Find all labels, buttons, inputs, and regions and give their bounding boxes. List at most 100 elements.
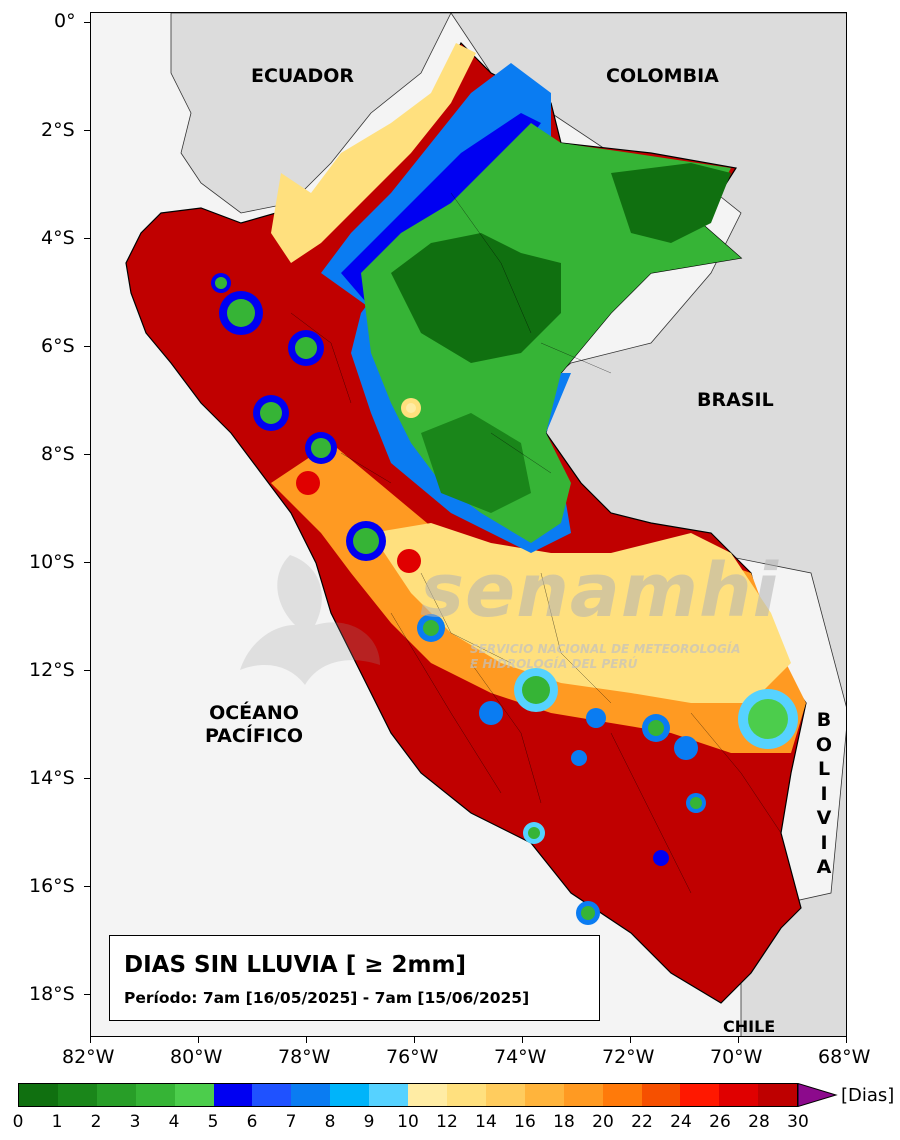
watermark-name: senamhi xyxy=(420,548,780,634)
zone-green-dark xyxy=(391,233,561,363)
land-north xyxy=(170,13,846,1036)
map-frame: ECUADOR COLOMBIA BRASIL CHILE OCÉANO PAC… xyxy=(90,12,847,1037)
colorbar-segment xyxy=(291,1084,331,1106)
lon-tick-mark xyxy=(414,1037,415,1043)
colorbar-segment xyxy=(485,1084,525,1106)
region-lines xyxy=(290,192,782,894)
lat-tick-mark xyxy=(84,778,90,779)
colorbar-segment xyxy=(602,1084,642,1106)
colorbar-tick: 18 xyxy=(553,1112,575,1132)
title-box: DIAS SIN LLUVIA [ ≥ 2mm] Período: 7am [1… xyxy=(109,935,600,1021)
senamhi-logo-watermark xyxy=(240,555,380,685)
colorbar-tick: 0 xyxy=(12,1112,24,1132)
colorbar-tick: 26 xyxy=(709,1112,731,1132)
watermark-subtitle-2: E HIDROLOGÍA DEL PERÚ xyxy=(470,657,638,671)
label-bolivia-letter: I xyxy=(820,831,828,854)
lat-tick-mark xyxy=(84,238,90,239)
colorbar-tick: 6 xyxy=(246,1112,258,1132)
colorbar-tick: 20 xyxy=(592,1112,614,1132)
colorbar-segment xyxy=(19,1084,58,1106)
colorbar-segment xyxy=(719,1084,759,1106)
lon-tick-mark xyxy=(522,1037,523,1043)
colorbar-segment xyxy=(369,1084,409,1106)
lat-tick-label: 6°S xyxy=(41,335,75,357)
lat-tick-mark xyxy=(84,454,90,455)
lon-tick-mark xyxy=(846,1037,847,1043)
blob-blue-4 xyxy=(571,750,587,766)
label-colombia: COLOMBIA xyxy=(606,65,719,87)
colorbar-unit: [Dias] xyxy=(841,1085,895,1106)
lat-tick-label: 12°S xyxy=(29,659,75,681)
colorbar-tick: 14 xyxy=(475,1112,497,1132)
colorbar-segment xyxy=(174,1084,214,1106)
colorbar-tick: 24 xyxy=(670,1112,692,1132)
colorbar-tick: 3 xyxy=(129,1112,141,1132)
lon-tick-label: 76°W xyxy=(386,1046,439,1068)
blob-green-4b xyxy=(528,827,540,839)
lat-tick-mark xyxy=(84,562,90,563)
colorbar-segment xyxy=(252,1084,292,1106)
colorbar-tick: 9 xyxy=(363,1112,375,1132)
blob-red-2 xyxy=(296,471,320,495)
colorbar-segment xyxy=(57,1084,97,1106)
blob-green-9b xyxy=(311,438,331,458)
colorbar-segment xyxy=(96,1084,136,1106)
colorbar-segment xyxy=(213,1084,253,1106)
lon-tick-mark xyxy=(738,1037,739,1043)
blob-green-5b xyxy=(690,797,702,809)
lat-tick-label: 16°S xyxy=(29,875,75,897)
colorbar-tick: 22 xyxy=(631,1112,653,1132)
label-ocean-line1: OCÉANO xyxy=(209,702,299,724)
lon-tick-label: 80°W xyxy=(170,1046,223,1068)
blob-green-11b xyxy=(260,402,282,424)
label-bolivia-letter: I xyxy=(820,782,828,805)
zone-yellow-north xyxy=(271,43,476,263)
blob-green-3b xyxy=(648,720,664,736)
blob-blue-3 xyxy=(674,736,698,760)
lon-tick-label: 74°W xyxy=(494,1046,547,1068)
label-ecuador: ECUADOR xyxy=(251,65,355,87)
label-ocean-line2: PACÍFICO xyxy=(204,725,304,747)
lat-tick-label: 8°S xyxy=(41,443,75,465)
colorbar-tick: 12 xyxy=(436,1112,458,1132)
blob-green-2b xyxy=(522,676,550,704)
colorbar-segment xyxy=(641,1084,681,1106)
colorbar-tick: 16 xyxy=(514,1112,536,1132)
label-bolivia-letter: B xyxy=(816,709,832,731)
lat-tick-label: 2°S xyxy=(41,119,75,141)
blob-blue-1 xyxy=(479,701,503,725)
colorbar-segment xyxy=(524,1084,564,1106)
lon-tick-label: 82°W xyxy=(62,1046,115,1068)
lat-tick-label: 10°S xyxy=(29,551,75,573)
blob-green-10b xyxy=(227,299,255,327)
colorbar-segment xyxy=(446,1084,486,1106)
blob-green-7b xyxy=(353,528,379,554)
blob-green-12b xyxy=(215,277,227,289)
lat-tick-mark xyxy=(84,994,90,995)
lon-tick-mark xyxy=(90,1037,91,1043)
colorbar-segment xyxy=(758,1084,798,1106)
lon-tick-mark xyxy=(198,1037,199,1043)
label-chile: CHILE xyxy=(723,1017,776,1036)
colorbar-tick: 1 xyxy=(51,1112,63,1132)
label-bolivia-letter: O xyxy=(815,733,833,756)
watermark-subtitle-1: SERVICIO NACIONAL DE METEOROLOGÍA xyxy=(470,642,741,656)
colorbar-tick: 4 xyxy=(168,1112,180,1132)
zone-green-dark-3 xyxy=(421,413,531,513)
colorbar-tick: 8 xyxy=(324,1112,336,1132)
zone-yellow xyxy=(371,523,791,703)
map-title: DIAS SIN LLUVIA [ ≥ 2mm] xyxy=(124,952,466,978)
blob-blue-5 xyxy=(653,850,669,866)
colorbar-segment xyxy=(680,1084,720,1106)
lat-tick-mark xyxy=(84,886,90,887)
lat-tick-mark xyxy=(84,670,90,671)
colorbar xyxy=(18,1083,798,1107)
lat-tick-mark xyxy=(84,346,90,347)
lat-tick-mark xyxy=(84,130,90,131)
zone-green-dark-2 xyxy=(611,163,731,243)
lon-tick-mark xyxy=(306,1037,307,1043)
label-bolivia-letter: L xyxy=(817,758,831,780)
label-bolivia-letter: V xyxy=(816,807,832,829)
lon-tick-label: 68°W xyxy=(818,1046,871,1068)
colorbar-tick: 30 xyxy=(787,1112,809,1132)
